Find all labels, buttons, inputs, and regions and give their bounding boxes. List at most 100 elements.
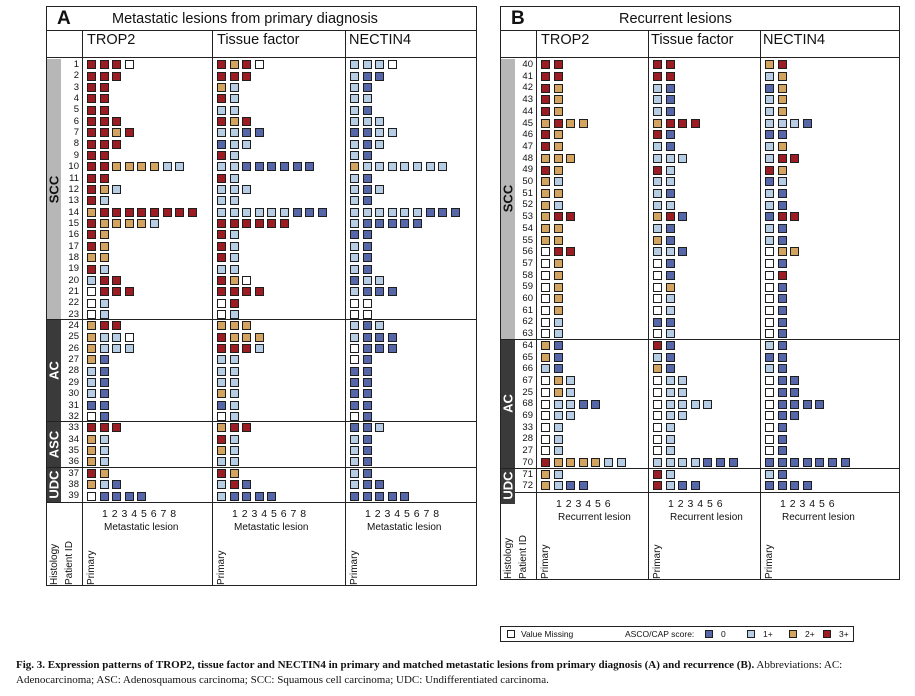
chartb-footer-histology: Histology — [503, 537, 514, 579]
charta-footer-patient-id: Patient ID — [64, 541, 75, 585]
legend-label-1: 1+ — [763, 629, 773, 639]
charta-patient-id: 33 — [68, 422, 79, 434]
charta-col-divider-1 — [212, 31, 213, 585]
chartb-cell-tissue-factor — [653, 329, 662, 339]
charta-cell-trop2 — [99, 253, 109, 263]
chartb-footer-primary: Primary — [652, 544, 663, 579]
chartb-cell-nectin4 — [790, 118, 800, 128]
charta-cell-tissue-factor — [280, 162, 289, 172]
chartb-cell-nectin4 — [765, 142, 774, 152]
chartb-col-divider-1 — [648, 31, 649, 579]
charta-cell-nectin4 — [387, 343, 397, 353]
charta-cell-nectin4 — [350, 94, 359, 104]
charta-cell-trop2 — [87, 332, 96, 342]
charta-cell-trop2 — [87, 60, 96, 70]
chartb-cell-tissue-factor — [703, 458, 713, 467]
chartb-cell-nectin4 — [765, 422, 774, 432]
chartb-cell-nectin4 — [777, 107, 787, 116]
chartb-cell-nectin4 — [777, 60, 787, 70]
charta-cell-trop2 — [87, 434, 96, 444]
chartb-cell-nectin4 — [765, 270, 774, 280]
charta-cell-tissue-factor — [254, 287, 264, 297]
chartb-patient-id: 62 — [522, 316, 533, 328]
chartb-cell-nectin4 — [790, 376, 800, 386]
chartb-cell-nectin4 — [777, 247, 787, 257]
charta-cell-nectin4 — [350, 264, 359, 274]
charta-patient-id: 8 — [73, 138, 79, 150]
charta-cell-trop2 — [112, 162, 122, 172]
charta-patient-id: 1 — [73, 59, 79, 70]
chartb-cell-trop2 — [553, 270, 563, 280]
chartb-cell-nectin4 — [765, 95, 774, 105]
charta-cell-trop2 — [87, 389, 96, 399]
charta-patient-id: 37 — [68, 467, 79, 479]
charta-cell-trop2 — [124, 287, 134, 297]
chartb-cell-nectin4 — [765, 259, 774, 269]
charta-cell-tissue-factor — [217, 173, 226, 183]
chartb-cell-nectin4 — [777, 458, 787, 467]
chartb-cell-tissue-factor — [678, 458, 688, 467]
charta-cell-nectin4 — [413, 162, 422, 172]
charta-cell-nectin4 — [362, 82, 372, 92]
chartb-cell-tissue-factor — [653, 200, 662, 210]
chartb-patient-id: 71 — [522, 468, 533, 480]
chartb-cell-nectin4 — [777, 259, 787, 269]
charta-cell-trop2 — [99, 275, 109, 285]
charta-cell-tissue-factor — [242, 207, 252, 217]
chartb-patient-id: 52 — [522, 199, 533, 211]
charta-cell-tissue-factor — [229, 321, 239, 331]
chartb-cell-trop2 — [591, 399, 601, 409]
charta-cell-tissue-factor — [217, 309, 226, 319]
charta-patient-id: 5 — [73, 104, 79, 116]
charta-cell-trop2 — [87, 355, 96, 365]
chartb-cell-trop2 — [541, 142, 550, 152]
chartb-cell-trop2 — [541, 83, 550, 93]
chartb-patient-id: 58 — [522, 269, 533, 281]
charta-cell-tissue-factor — [254, 207, 264, 217]
chartb-patient-id: 49 — [522, 164, 533, 176]
chartb-cell-tissue-factor — [653, 130, 662, 140]
charta-cell-trop2 — [112, 185, 122, 195]
chartb-footer-lesion-numbers: 1 2 3 4 5 6 — [556, 497, 612, 510]
chartb-cell-tissue-factor — [665, 200, 675, 210]
charta-cell-tissue-factor — [217, 412, 226, 422]
charta-cell-tissue-factor — [217, 446, 226, 456]
charta-cell-nectin4 — [362, 412, 372, 422]
charta-histology-band-udc: UDC — [47, 467, 62, 502]
charta-cell-trop2 — [99, 491, 109, 501]
chartb-cell-trop2 — [553, 259, 563, 269]
charta-cell-tissue-factor — [229, 332, 239, 342]
charta-cell-nectin4 — [350, 343, 359, 353]
chartb-cell-trop2 — [541, 235, 550, 245]
chartb-header-tissue-factor: Tissue factor — [651, 32, 734, 48]
charta-cell-nectin4 — [387, 128, 397, 138]
charta-cell-tissue-factor — [229, 457, 239, 467]
charta-footer-primary: Primary — [86, 550, 97, 585]
charta-cell-tissue-factor — [229, 71, 239, 81]
charta-cell-nectin4 — [375, 287, 385, 297]
charta-cell-tissue-factor — [229, 139, 239, 149]
charta-cell-trop2 — [87, 446, 96, 456]
chartb-cell-nectin4 — [777, 317, 787, 327]
charta-patient-id: 16 — [68, 229, 79, 241]
charta-cell-nectin4 — [350, 60, 359, 70]
charta-footer-lesion-numbers: 1 2 3 4 5 6 7 8 — [102, 507, 177, 520]
chartb-cell-trop2 — [541, 434, 550, 444]
chartb-cell-tissue-factor — [653, 376, 662, 386]
charta-cell-tissue-factor — [229, 366, 239, 376]
charta-cell-tissue-factor — [242, 185, 252, 195]
chartb-cell-nectin4 — [777, 83, 787, 93]
charta-cell-tissue-factor — [267, 207, 277, 217]
chartb-patient-id: 42 — [522, 82, 533, 94]
charta-cell-trop2 — [162, 207, 172, 217]
charta-cell-nectin4 — [375, 116, 385, 126]
chartb-cell-nectin4 — [765, 224, 774, 233]
figure-caption: Fig. 3. Expression patterns of TROP2, ti… — [16, 658, 908, 688]
chartb-cell-tissue-factor — [690, 399, 700, 409]
charta-cell-trop2 — [124, 162, 134, 172]
chartb-cell-nectin4 — [765, 60, 774, 70]
charta-cell-tissue-factor — [217, 287, 226, 297]
charta-cell-nectin4 — [375, 60, 385, 70]
charta-cell-trop2 — [99, 378, 109, 387]
charta-cell-nectin4 — [350, 230, 359, 240]
